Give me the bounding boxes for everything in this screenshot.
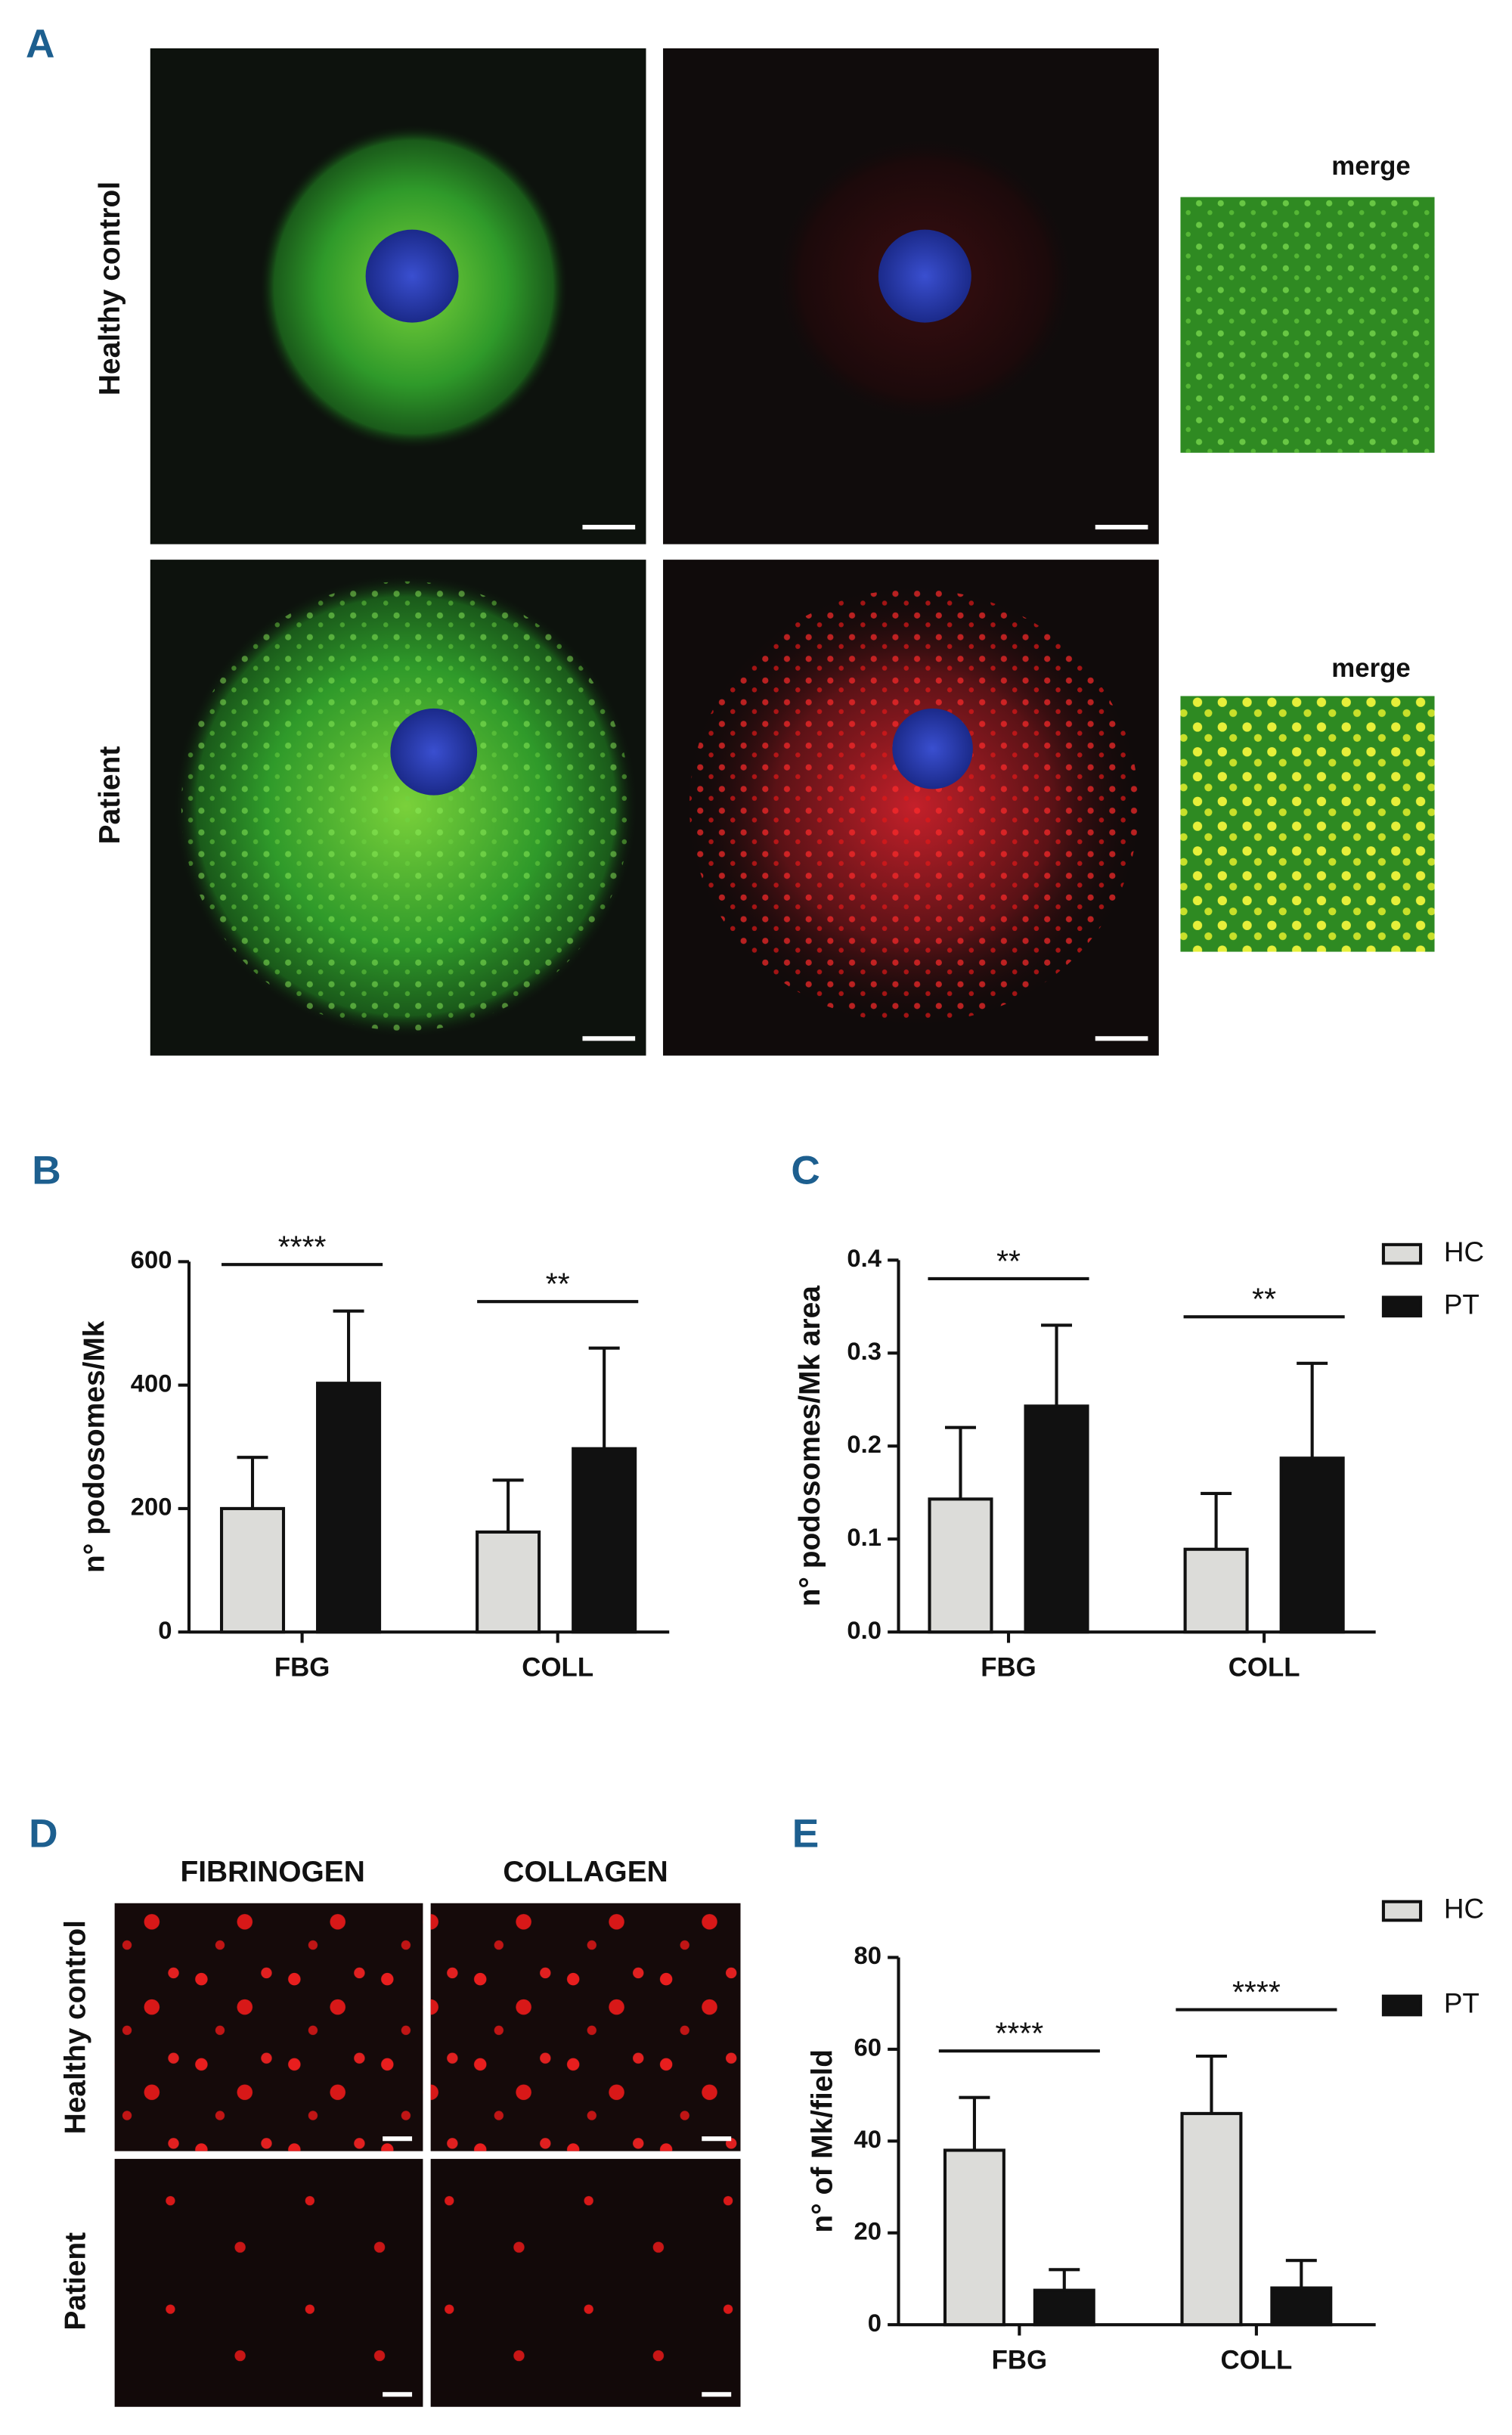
panel-letter: E xyxy=(792,1812,820,1856)
legend-label: HC xyxy=(1444,1894,1484,1925)
y-tick-label: 0 xyxy=(868,2309,881,2337)
legend-swatch xyxy=(1381,1900,1423,1922)
significance-label: ** xyxy=(1252,1282,1276,1317)
y-tick-label: 60 xyxy=(854,2033,881,2061)
y-tick-label: 80 xyxy=(854,1941,881,1969)
y-tick-label: 0.1 xyxy=(847,1523,881,1551)
y-tick-label: 20 xyxy=(854,2216,881,2244)
legend-label: HC xyxy=(1444,1236,1484,1267)
merge-label: merge xyxy=(1331,653,1411,683)
bar xyxy=(1279,1456,1345,1634)
bar xyxy=(1270,2286,1333,2327)
y-tick-label: 0.0 xyxy=(847,1616,881,1644)
column-label: COLLAGEN xyxy=(503,1856,668,1888)
bar xyxy=(1033,2288,1095,2327)
significance-label: **** xyxy=(995,2016,1043,2051)
y-tick-label: 0.2 xyxy=(847,1430,881,1458)
row-label: Patient xyxy=(94,746,126,845)
legend-swatch xyxy=(1381,1242,1423,1265)
legend-label: PT xyxy=(1444,1289,1479,1320)
row-label: Healthy control xyxy=(94,181,126,395)
y-tick-label: 400 xyxy=(131,1369,172,1397)
y-axis-label: n° podosomes/Mk area xyxy=(794,1286,826,1607)
bar xyxy=(1180,2111,1243,2327)
merge-label: merge xyxy=(1331,151,1411,181)
x-tick-label: COLL xyxy=(522,1653,593,1683)
y-tick-label: 0 xyxy=(158,1616,172,1644)
bar xyxy=(928,1497,993,1634)
significance-label: ** xyxy=(546,1267,570,1301)
y-tick-label: 200 xyxy=(131,1493,172,1521)
bar xyxy=(1024,1404,1089,1634)
micrograph-panel-d xyxy=(114,1903,741,2407)
y-axis-label: n° of Mk/field xyxy=(806,2049,838,2233)
y-axis-label: n° podosomes/Mk xyxy=(78,1320,110,1573)
bar xyxy=(219,1506,286,1634)
bar xyxy=(476,1530,541,1634)
y-tick-label: 600 xyxy=(131,1245,172,1273)
row-label: Patient xyxy=(60,2232,92,2331)
x-tick-label: FBG xyxy=(981,1653,1036,1683)
bar xyxy=(316,1382,382,1634)
legend-label: PT xyxy=(1444,1988,1479,2019)
significance-label: **** xyxy=(1232,1974,1281,2009)
panel-letter: C xyxy=(791,1149,820,1193)
y-tick-label: 0.4 xyxy=(847,1244,881,1272)
panel-letter: B xyxy=(32,1149,60,1193)
x-tick-label: FBG xyxy=(274,1653,330,1683)
legend-swatch xyxy=(1381,1295,1423,1318)
legend-swatch xyxy=(1381,1994,1423,2017)
row-label: Healthy control xyxy=(60,1920,92,2134)
y-tick-label: 0.3 xyxy=(847,1337,881,1365)
panel-letter: D xyxy=(29,1812,57,1856)
x-tick-label: FBG xyxy=(992,2346,1048,2375)
bar xyxy=(572,1447,637,1634)
bar xyxy=(1183,1547,1249,1634)
column-label: FIBRINOGEN xyxy=(180,1856,364,1888)
significance-label: ** xyxy=(996,1243,1021,1278)
y-tick-label: 40 xyxy=(854,2125,881,2153)
x-tick-label: COLL xyxy=(1220,2346,1292,2375)
panel-letter: A xyxy=(26,22,54,67)
bar xyxy=(943,2148,1005,2327)
significance-label: **** xyxy=(278,1230,327,1264)
micrograph-panel-a xyxy=(150,48,1435,1056)
x-tick-label: COLL xyxy=(1228,1653,1300,1683)
